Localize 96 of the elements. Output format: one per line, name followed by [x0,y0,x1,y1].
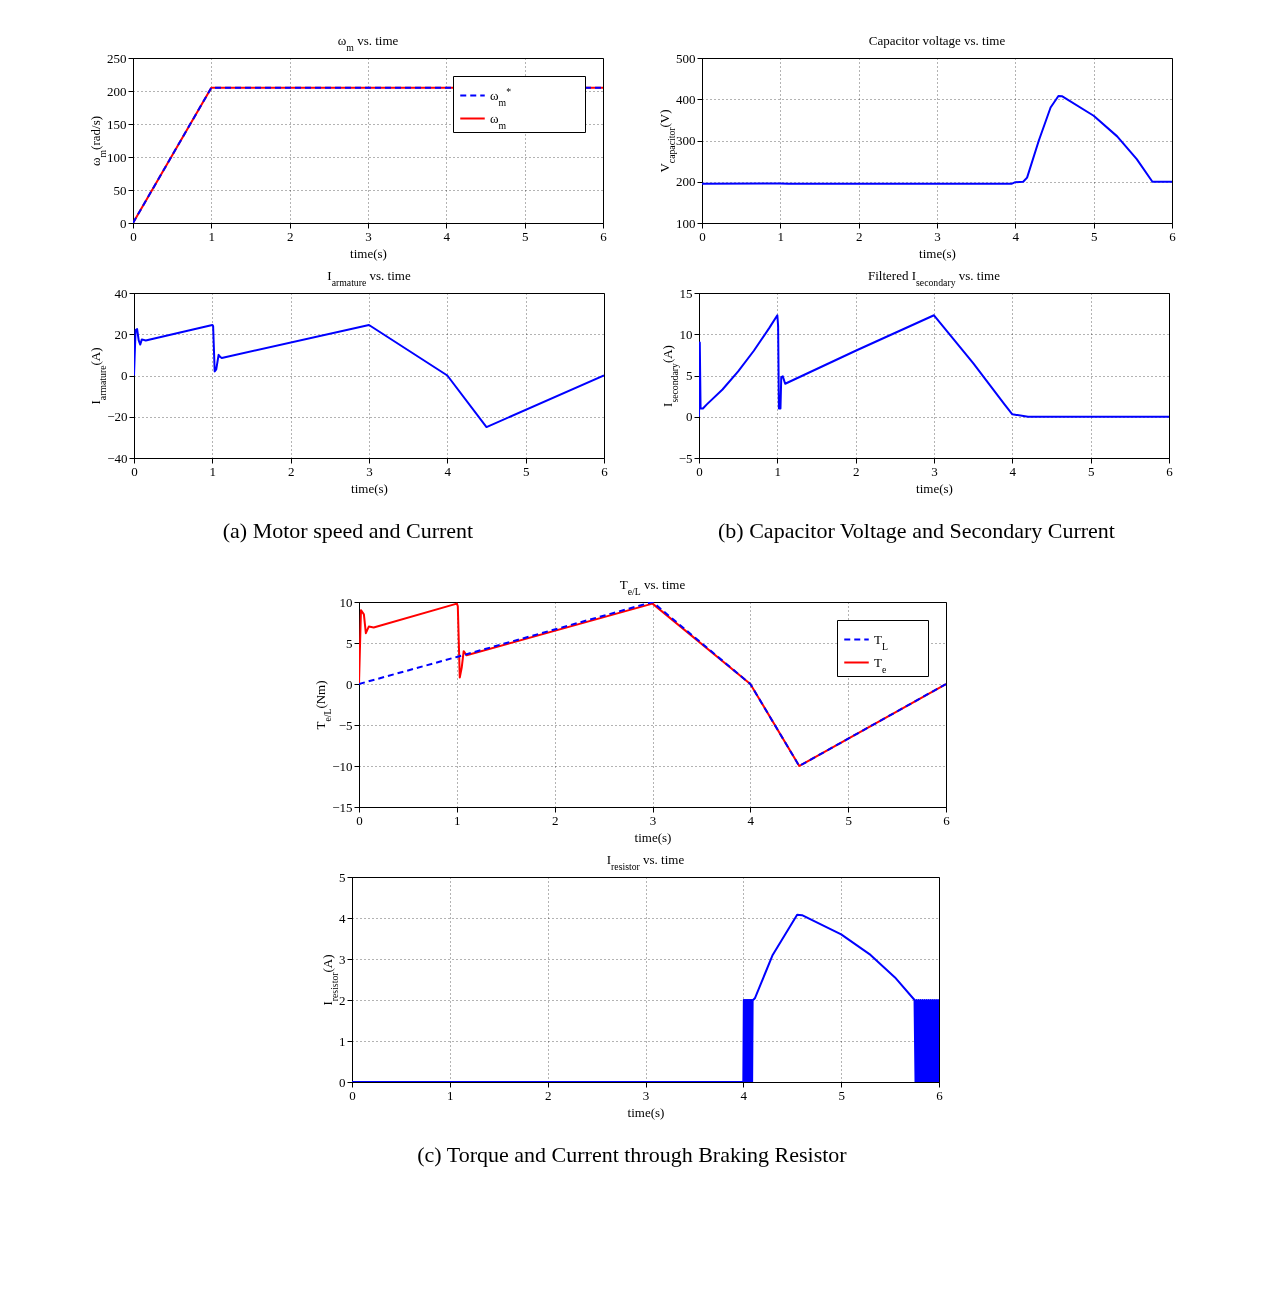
x-axis-title: time(s) [350,480,388,496]
x-tick-label: 6 [1168,228,1176,244]
y-tick-label: 10 [679,326,692,342]
y-tick-label: 5 [339,869,346,885]
legend-label: ω$_{m}$ [490,110,507,130]
legend-label: T$_{e}$ [874,654,887,674]
x-tick-label: 1 [209,463,216,479]
x-tick-label: 5 [845,812,852,828]
y-tick-label: 300 [675,133,695,148]
x-tick-label: 0 [130,228,137,244]
x-tick-label: 6 [600,228,608,244]
y-tick-label: 0 [120,215,127,231]
y-tick-label: 5 [685,368,692,383]
y-tick-label: 400 [675,91,695,107]
line-series [701,94,1172,185]
y-tick-label: 250 [107,50,127,66]
x-tick-label: 2 [544,1087,552,1103]
x-tick-label: 2 [287,463,294,479]
x-tick-label: 4 [1012,228,1020,244]
y-tick-label: 3 [339,951,346,967]
y-tick-label: 15 [679,285,692,301]
x-tick-label: 1 [774,463,781,479]
y-tick-label: 0 [346,676,353,692]
x-tick-label: 3 [933,228,941,244]
y-tick-label: −40 [106,450,127,466]
y-tick-label: 200 [107,83,127,99]
x-axis-title: time(s) [918,245,956,261]
x-tick-label: 6 [1165,463,1173,479]
y-tick-label: 200 [675,174,695,190]
x-tick-label: 4 [444,463,452,479]
x-tick-label: 1 [777,228,784,244]
x-tick-label: 2 [852,463,859,479]
x-axis-title: time(s) [627,1104,665,1120]
x-tick-label: 0 [698,228,706,244]
x-tick-label: 5 [838,1087,845,1103]
x-tick-label: 6 [943,812,951,828]
x-tick-label: 3 [365,228,372,244]
y-tick-label: 5 [346,635,353,651]
y-tick-label: 4 [339,910,346,926]
x-tick-label: 1 [454,812,461,828]
y-tick-label: 150 [107,116,127,132]
x-tick-label: 0 [130,463,138,479]
y-tick-label: 100 [675,215,695,231]
chart-title: ω$_{m}$ vs. time [337,33,399,53]
x-tick-label: 4 [747,812,755,828]
y-tick-label: 500 [675,50,695,66]
x-tick-label: 1 [447,1087,454,1103]
chart-title: I$_{armature}$ vs. time [326,268,411,288]
line-series [133,323,604,429]
y-tick-label: 0 [339,1074,346,1090]
y-tick-label: 50 [113,182,127,198]
x-tick-label: 4 [443,228,451,244]
y-tick-label: −15 [332,799,353,815]
y-tick-label: 100 [107,149,127,165]
text: (a) Motor speed and Current [221,518,475,544]
x-axis-title: time(s) [915,480,953,496]
x-axis-title: time(s) [350,245,387,261]
chart-title: Capacitor voltage vs. time [868,33,1005,48]
y-tick-label: 40 [114,285,127,301]
legend-label: T$_{L}$ [874,631,888,651]
x-tick-label: 2 [551,812,559,828]
x-tick-label: 1 [208,228,216,244]
chart-title: T$_{e/L}$ vs. time [619,577,686,597]
line-series [352,913,939,1082]
x-tick-label: 6 [936,1087,944,1103]
x-tick-label: 2 [855,228,862,244]
x-tick-label: 5 [1087,463,1094,479]
y-tick-label: −10 [332,758,353,774]
x-tick-label: 3 [365,463,373,479]
x-tick-label: 2 [286,228,294,244]
y-tick-label: 20 [114,326,127,342]
x-tick-label: 3 [930,463,938,479]
x-tick-label: 5 [521,228,529,244]
x-axis-title: time(s) [634,829,672,845]
x-tick-label: 3 [649,812,657,828]
y-tick-label: 2 [339,992,346,1008]
x-tick-label: 4 [1009,463,1017,479]
y-tick-label: 0 [685,409,692,425]
chart-title: Filtered I$_{secondary}$ vs. time [867,268,1000,288]
x-tick-label: 5 [1090,228,1097,244]
x-tick-label: 5 [522,463,529,479]
y-tick-label: −5 [678,450,692,466]
y-tick-label: 1 [339,1033,346,1049]
line-series [698,314,1169,418]
x-tick-label: 6 [600,463,608,479]
x-tick-label: 4 [740,1087,748,1103]
x-tick-label: 0 [356,812,363,828]
y-tick-label: 10 [339,594,353,610]
chart-title: I$_{resistor}$ vs. time [606,852,685,872]
text: (b) Capacitor Voltage and Secondary Current [717,518,1116,544]
text: (c) Torque and Current through Braking Resistor [416,1142,848,1168]
y-tick-label: −5 [338,717,353,733]
y-tick-label: −20 [106,409,127,425]
x-tick-label: 3 [642,1087,650,1103]
y-tick-label: 0 [120,368,127,383]
line-series [359,602,946,767]
